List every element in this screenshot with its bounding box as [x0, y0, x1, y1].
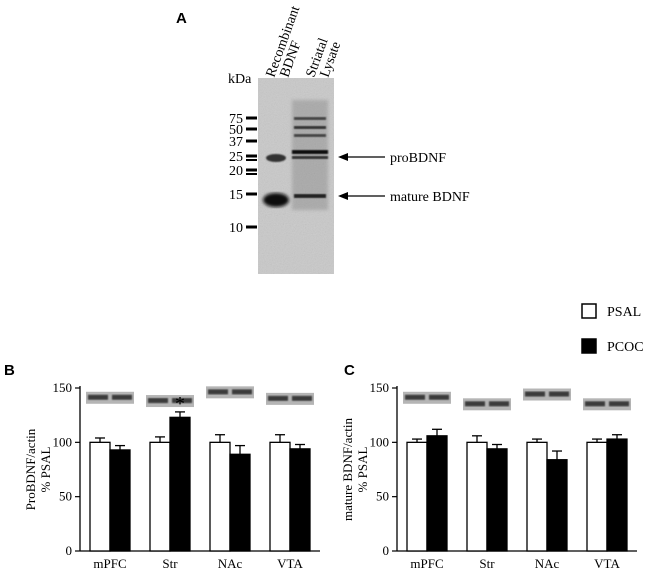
- bar-PCOC-VTA: [606, 438, 628, 552]
- x-tick-label-NAc: NAc: [535, 556, 560, 570]
- bar-PCOC-NAc: [546, 459, 568, 552]
- blot-band-psal-NAc: [208, 389, 228, 395]
- legend-label-pcoc: PCOC: [607, 340, 644, 355]
- chart-mature-bdnf: 0 50 100 150 mature BDNF/actin% PSAL mPFC Str N…: [340, 380, 637, 570]
- legend-label-psal: PSAL: [607, 305, 641, 320]
- blot-band-pcoc-NAc: [549, 391, 569, 397]
- x-tick-label-Str: Str: [162, 556, 178, 570]
- legend: PSAL PCOC: [581, 303, 644, 355]
- marker-tick-20-double: [246, 173, 257, 175]
- blot-band-psal-Str: [148, 398, 168, 404]
- legend-swatch-pcoc: [581, 338, 597, 354]
- chart-probdnf: 0 50 100 150 ProBDNF/actin% PSAL mPFC Str * NAc V…: [23, 380, 320, 570]
- annotation-probdnf: proBDNF: [390, 151, 446, 166]
- bar-PSAL-mPFC: [89, 441, 111, 552]
- panel-label-c: C: [344, 362, 355, 379]
- bar-PCOC-Str: [486, 448, 508, 552]
- arrow-mature-head: [338, 192, 348, 200]
- bar-PSAL-VTA: [269, 441, 291, 552]
- bar-PSAL-NAc: [526, 441, 548, 552]
- kda-label: kDa: [228, 72, 252, 87]
- marker-label-37: 37: [229, 135, 243, 150]
- y-tick-label-150: 150: [370, 380, 390, 395]
- blot-band-pcoc-NAc: [232, 389, 252, 395]
- y-tick-label-150: 150: [53, 380, 73, 395]
- y-tick-label-50: 50: [59, 489, 72, 504]
- y-axis-label-line2: % PSAL: [38, 447, 53, 493]
- annotation-mature-bdnf: mature BDNF: [390, 190, 470, 205]
- bar-PSAL-Str: [149, 441, 171, 552]
- bar-PSAL-Str: [466, 441, 488, 552]
- bar-PCOC-Str: [169, 416, 191, 552]
- bar-PSAL-VTA: [586, 441, 608, 552]
- bar-PCOC-NAc: [229, 453, 251, 552]
- marker-tick-25-double: [246, 159, 257, 161]
- marker-label-15: 15: [229, 188, 243, 203]
- x-tick-label-mPFC: mPFC: [93, 556, 126, 570]
- striatal-band-45: [294, 134, 326, 137]
- blot-band-psal-mPFC: [88, 394, 108, 400]
- y-tick-label-100: 100: [53, 434, 73, 449]
- legend-swatch-psal: [581, 303, 597, 319]
- blot-band-pcoc-Str: [489, 401, 509, 407]
- bar-PCOC-VTA: [289, 448, 311, 552]
- blot-band-psal-VTA: [585, 401, 605, 407]
- x-tick-label-Str: Str: [479, 556, 495, 570]
- bar-PSAL-mPFC: [406, 441, 428, 552]
- x-tick-label-VTA: VTA: [277, 556, 303, 570]
- marker-label-50: 50: [229, 123, 243, 138]
- y-tick-label-0: 0: [66, 543, 73, 558]
- y-axis-label-line1: ProBDNF/actin: [23, 428, 38, 510]
- recombinant-probdnf-band: [266, 154, 286, 162]
- striatal-lane-smear: [292, 100, 328, 210]
- blot-band-pcoc-Str: [172, 398, 192, 404]
- marker-label-20: 20: [229, 164, 243, 179]
- marker-tick-75: [246, 116, 257, 120]
- marker-tick-15: [246, 192, 257, 196]
- marker-label-10: 10: [229, 221, 243, 236]
- x-tick-label-mPFC: mPFC: [410, 556, 443, 570]
- marker-tick-37: [246, 139, 257, 143]
- marker-tick-20: [246, 168, 257, 172]
- striatal-band-probdnf: [292, 150, 328, 154]
- blot-band-pcoc-VTA: [609, 401, 629, 407]
- blot-band-pcoc-mPFC: [112, 394, 132, 400]
- y-tick-label-50: 50: [376, 489, 389, 504]
- marker-label-75: 75: [229, 112, 243, 127]
- y-tick-label-0: 0: [383, 543, 390, 558]
- bar-PCOC-mPFC: [109, 449, 131, 552]
- marker-tick-50: [246, 127, 257, 131]
- bar-PSAL-NAc: [209, 441, 231, 552]
- blot-band-psal-NAc: [525, 391, 545, 397]
- y-axis-label-line1: mature BDNF/actin: [340, 418, 355, 521]
- y-axis-label-line2: % PSAL: [355, 447, 370, 493]
- blot-band-psal-Str: [465, 401, 485, 407]
- striatal-band-75: [294, 117, 326, 120]
- blot-band-pcoc-mPFC: [429, 394, 449, 400]
- blot-band-psal-VTA: [268, 395, 288, 401]
- marker-tick-25: [246, 154, 257, 158]
- striatal-band-55: [294, 126, 326, 129]
- significance-asterisk: *: [175, 393, 185, 415]
- striatal-band-mature: [294, 194, 326, 198]
- panel-label-a: A: [176, 10, 187, 27]
- arrow-probdnf-head: [338, 153, 348, 161]
- blot-band-pcoc-VTA: [292, 395, 312, 401]
- x-tick-label-VTA: VTA: [594, 556, 620, 570]
- y-tick-label-100: 100: [370, 434, 390, 449]
- striatal-band-28: [292, 156, 328, 159]
- panel-label-b: B: [4, 362, 15, 379]
- marker-tick-10: [246, 225, 257, 229]
- marker-label-25: 25: [229, 150, 243, 165]
- x-tick-label-NAc: NAc: [218, 556, 243, 570]
- recombinant-mature-band: [263, 193, 289, 207]
- bar-PCOC-mPFC: [426, 435, 448, 552]
- blot-band-psal-mPFC: [405, 394, 425, 400]
